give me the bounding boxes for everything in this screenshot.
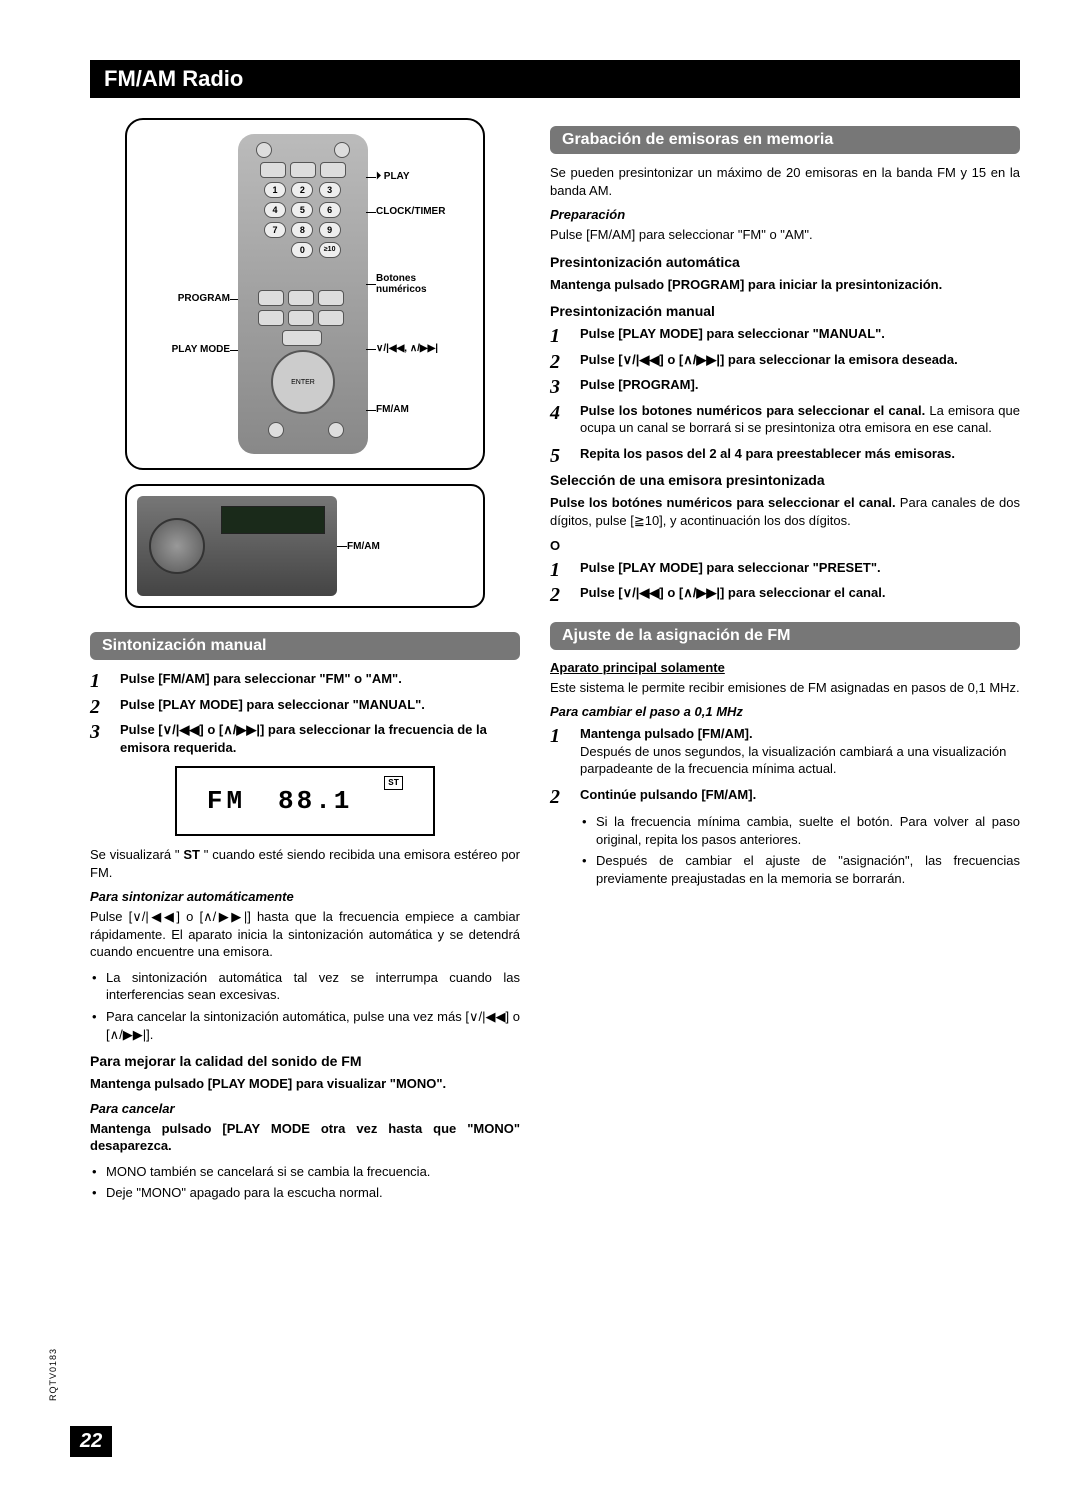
step: Pulse [∨/|◀◀] o [∧/▶▶|] para seleccionar…	[550, 351, 1020, 369]
step: Pulse los botones numéricos para selecci…	[550, 402, 1020, 437]
device-fmam-label: FM/AM	[347, 541, 473, 552]
page-title: FM/AM Radio	[90, 60, 1020, 98]
remote-labels-left: PROGRAM PLAY MODE	[156, 233, 230, 355]
lcd-freq: 88.1	[278, 786, 352, 816]
cancel-bullets: MONO también se cancelará si se cambia l…	[90, 1163, 520, 1202]
change-step-steps: Mantenga pulsado [FM/AM]. Después de uno…	[550, 725, 1020, 803]
remote-labels-right: ⏵ PLAY CLOCK/TIMER Botones numéricos ∨/|…	[376, 163, 454, 425]
change-bullets: Si la frecuencia mínima cambia, suelte e…	[550, 813, 1020, 887]
numeric-buttons: 1 2 3 4 5 6 7 8 9 0 ≥10	[264, 182, 342, 258]
bullet: La sintonización automática tal vez se i…	[90, 969, 520, 1004]
main-body: Este sistema le permite recibir emisione…	[550, 679, 1020, 697]
cancel-head: Para cancelar	[90, 1101, 520, 1116]
right-column: Grabación de emisoras en memoria Se pued…	[550, 118, 1020, 1212]
preset-intro: Se pueden presintonizar un máximo de 20 …	[550, 164, 1020, 199]
step-1: Pulse [FM/AM] para seleccionar "FM" o "A…	[90, 670, 520, 688]
doc-code: RQTV0183	[48, 1348, 58, 1401]
lcd-display: FM 88.1 ST	[175, 766, 435, 836]
device-diagram: FM/AM	[125, 484, 485, 608]
cancel-body: Mantenga pulsado [PLAY MODE otra vez has…	[90, 1120, 520, 1155]
left-column: PROGRAM PLAY MODE 1 2 3 4 5 6 7	[90, 118, 520, 1212]
bullet: MONO también se cancelará si se cambia l…	[90, 1163, 520, 1181]
auto-tune-para: Pulse [∨/|◀◀] o [∧/▶▶|] hasta que la fre…	[90, 908, 520, 961]
device-illustration	[137, 496, 337, 596]
manual-preset-steps: Pulse [PLAY MODE] para seleccionar "MANU…	[550, 325, 1020, 462]
enter-button: ENTER	[271, 350, 335, 414]
auto-tune-bullets: La sintonización automática tal vez se i…	[90, 969, 520, 1043]
step-2: Pulse [PLAY MODE] para seleccionar "MANU…	[90, 696, 520, 714]
st-note: Se visualizará " ST " cuando esté siendo…	[90, 846, 520, 881]
label-program: PROGRAM	[156, 293, 230, 304]
label-fmam: FM/AM	[376, 404, 454, 415]
remote-diagram: PROGRAM PLAY MODE 1 2 3 4 5 6 7	[125, 118, 485, 470]
section-preset-memory: Grabación de emisoras en memoria	[550, 126, 1020, 154]
label-play: ⏵ PLAY	[376, 171, 454, 182]
auto-tune-head: Para sintonizar automáticamente	[90, 889, 520, 904]
label-clocktimer: CLOCK/TIMER	[376, 206, 454, 217]
bullet: Deje "MONO" apagado para la escucha norm…	[90, 1184, 520, 1202]
step: Repita los pasos del 2 al 4 para preesta…	[550, 445, 1020, 463]
section-fm-allocation: Ajuste de la asignación de FM	[550, 622, 1020, 650]
change-step-head: Para cambiar el paso a 0,1 MHz	[550, 704, 1020, 719]
step: Continúe pulsando [FM/AM].	[550, 786, 1020, 804]
label-playmode: PLAY MODE	[156, 344, 230, 355]
bullet: Si la frecuencia mínima cambia, suelte e…	[580, 813, 1020, 848]
main-only: Aparato principal solamente	[550, 660, 1020, 675]
remote-illustration: 1 2 3 4 5 6 7 8 9 0 ≥10	[238, 134, 368, 454]
select-preset-steps: Pulse [PLAY MODE] para seleccionar "PRES…	[550, 559, 1020, 602]
bullet: Después de cambiar el ajuste de "asignac…	[580, 852, 1020, 887]
step: Pulse [PLAY MODE] para seleccionar "MANU…	[550, 325, 1020, 343]
lcd-band: FM	[207, 786, 246, 816]
step-3: Pulse [∨/|◀◀] o [∧/▶▶|] para seleccionar…	[90, 721, 520, 756]
manual-tuning-steps: Pulse [FM/AM] para seleccionar "FM" o "A…	[90, 670, 520, 756]
step: Mantenga pulsado [FM/AM]. Después de uno…	[550, 725, 1020, 778]
manual-preset-head: Presintonización manual	[550, 303, 1020, 319]
prep-body: Pulse [FM/AM] para seleccionar "FM" o "A…	[550, 226, 1020, 244]
lcd-st: ST	[384, 776, 403, 790]
prep-head: Preparación	[550, 207, 1020, 222]
page-number: 22	[70, 1426, 112, 1457]
auto-preset-head: Presintonización automática	[550, 254, 1020, 270]
content-columns: PROGRAM PLAY MODE 1 2 3 4 5 6 7	[90, 118, 1020, 1212]
step: Pulse [∨/|◀◀] o [∧/▶▶|] para seleccionar…	[550, 584, 1020, 602]
label-numeric: Botones numéricos	[376, 273, 454, 295]
bullet: Para cancelar la sintonización automátic…	[90, 1008, 520, 1043]
or-label: O	[550, 538, 1020, 553]
improve-fm-body: Mantenga pulsado [PLAY MODE] para visual…	[90, 1075, 520, 1093]
label-tune: ∨/|◀◀, ∧/▶▶|	[376, 343, 454, 354]
improve-fm-head: Para mejorar la calidad del sonido de FM	[90, 1053, 520, 1069]
select-preset-body: Pulse los botónes numéricos para selecci…	[550, 494, 1020, 529]
step: Pulse [PROGRAM].	[550, 376, 1020, 394]
section-manual-tuning: Sintonización manual	[90, 632, 520, 660]
step: Pulse [PLAY MODE] para seleccionar "PRES…	[550, 559, 1020, 577]
select-preset-head: Selección de una emisora presintonizada	[550, 472, 1020, 488]
auto-preset-body: Mantenga pulsado [PROGRAM] para iniciar …	[550, 276, 1020, 294]
